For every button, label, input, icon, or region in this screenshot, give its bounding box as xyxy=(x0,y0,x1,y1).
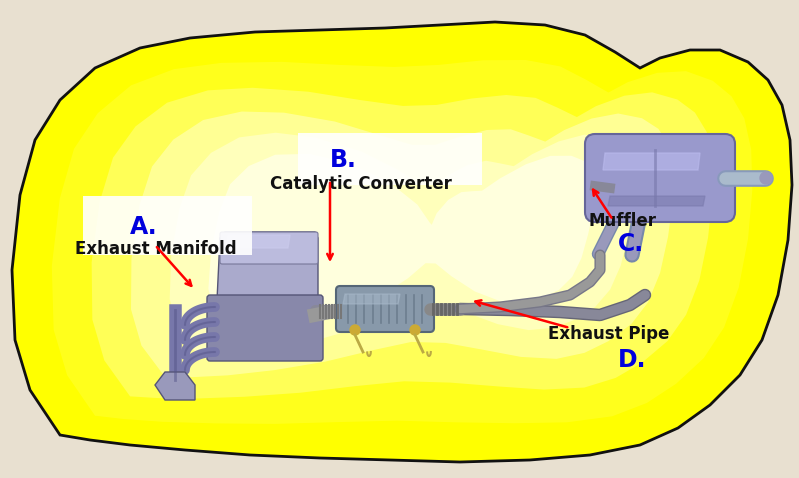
Polygon shape xyxy=(92,88,713,399)
Polygon shape xyxy=(12,22,792,462)
Circle shape xyxy=(350,325,360,335)
Text: D.: D. xyxy=(618,348,646,372)
FancyBboxPatch shape xyxy=(585,134,735,222)
Circle shape xyxy=(410,325,420,335)
Text: C.: C. xyxy=(618,232,644,256)
Polygon shape xyxy=(169,133,635,358)
FancyBboxPatch shape xyxy=(336,286,434,332)
FancyBboxPatch shape xyxy=(207,295,323,361)
Polygon shape xyxy=(608,196,705,206)
Polygon shape xyxy=(209,154,596,338)
Polygon shape xyxy=(155,372,195,400)
Polygon shape xyxy=(226,235,290,248)
Text: Exhaust Pipe: Exhaust Pipe xyxy=(548,325,670,343)
Text: Muffler: Muffler xyxy=(588,212,656,230)
Text: Exhaust Manifold: Exhaust Manifold xyxy=(75,240,237,258)
Circle shape xyxy=(760,172,772,184)
Polygon shape xyxy=(343,294,400,304)
Polygon shape xyxy=(131,111,674,377)
Text: B.: B. xyxy=(330,148,357,172)
FancyBboxPatch shape xyxy=(220,232,318,264)
Polygon shape xyxy=(603,153,700,170)
FancyBboxPatch shape xyxy=(83,196,252,255)
Polygon shape xyxy=(52,60,753,424)
FancyBboxPatch shape xyxy=(298,133,482,185)
Text: Catalytic Converter: Catalytic Converter xyxy=(270,175,452,193)
Polygon shape xyxy=(217,232,318,306)
Text: A.: A. xyxy=(130,215,157,239)
